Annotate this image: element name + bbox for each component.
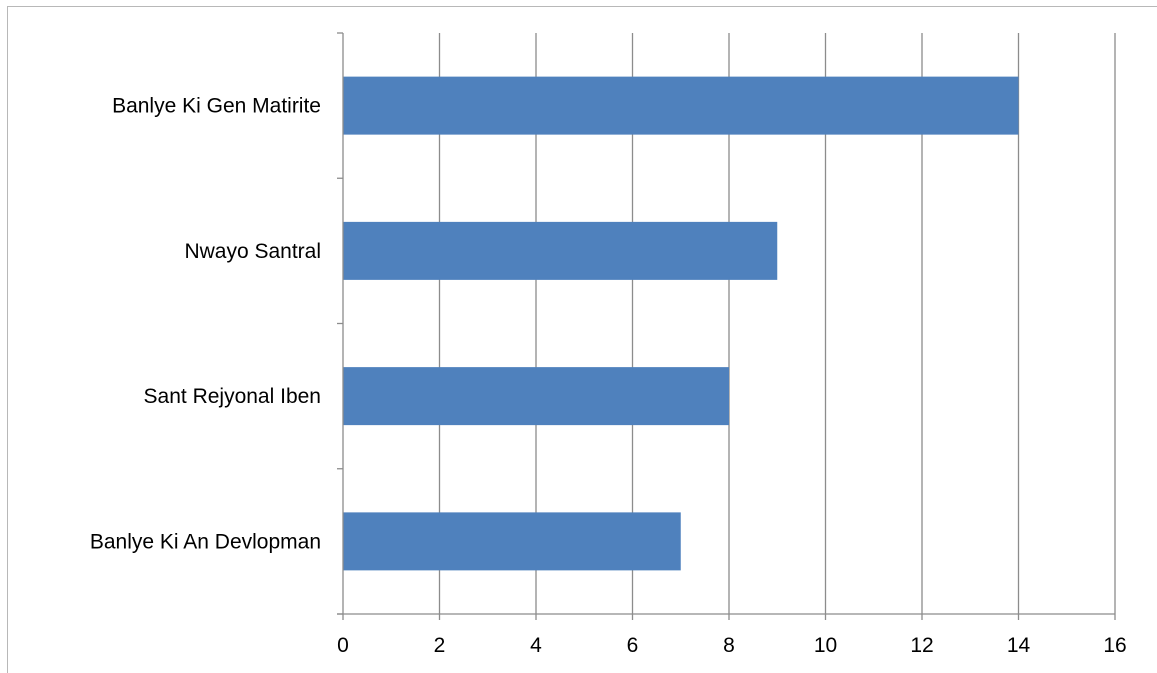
x-tick-label-16: 16 bbox=[1103, 634, 1126, 657]
x-tick-label-0: 0 bbox=[337, 634, 349, 657]
x-tick-label-8: 8 bbox=[723, 634, 735, 657]
gridlines bbox=[438, 33, 1116, 614]
category-label-2: Sant Rejyonal Iben bbox=[144, 385, 321, 408]
bar-3 bbox=[343, 512, 681, 571]
bar-1 bbox=[343, 221, 778, 280]
x-tick-label-10: 10 bbox=[814, 634, 837, 657]
x-tick-label-14: 14 bbox=[1007, 634, 1031, 657]
bar-2 bbox=[343, 367, 729, 426]
x-tick-label-6: 6 bbox=[627, 634, 639, 657]
axes bbox=[337, 32, 1116, 620]
category-label-1: Nwayo Santral bbox=[184, 240, 321, 263]
x-tick-label-12: 12 bbox=[910, 634, 933, 657]
bars bbox=[343, 76, 1019, 571]
labels: 0 2 4 6 8 10 12 14 16 Banlye Ki Gen Matirite Nwayo… bbox=[90, 95, 1127, 657]
category-label-0: Banlye Ki Gen Matirite bbox=[112, 95, 321, 118]
x-tick-label-2: 2 bbox=[434, 634, 446, 657]
x-tick-label-4: 4 bbox=[530, 634, 542, 657]
bar-0 bbox=[343, 76, 1019, 135]
chart-frame bbox=[7, 6, 1157, 673]
category-label-3: Banlye Ki An Devlopman bbox=[90, 530, 321, 553]
